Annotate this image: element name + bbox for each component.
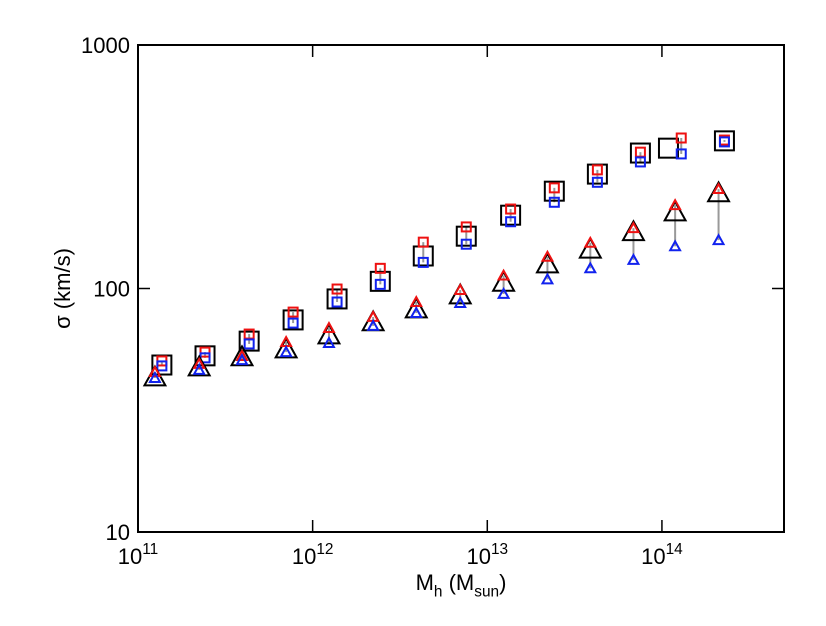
triangle-marker [409,306,423,318]
triangle-marker [229,344,255,367]
square-marker [287,317,299,329]
triangle-marker [187,354,212,377]
triangle-marker [148,364,162,377]
square-marker [505,203,517,215]
triangle-marker [409,295,423,307]
square-marker [156,360,168,372]
triangle-marker [322,336,336,349]
triangle-marker [453,295,467,308]
y-axis-label: σ (km/s) [50,248,75,329]
square-marker [675,132,687,144]
square-marker [460,238,472,250]
square-marker [331,283,343,295]
triangle-marker [711,182,726,195]
x-tick-label: 1011 [118,541,158,569]
y-tick-label: 100 [93,277,130,302]
triangle-marker [322,321,336,334]
square-marker [548,196,560,208]
square-marker [374,278,386,290]
square-marker [543,180,565,202]
triangle-marker [235,353,249,366]
triangle-marker [148,370,162,383]
triangle-marker [453,282,467,295]
square-marker [657,137,679,159]
square-marker [675,148,687,160]
square-marker [629,142,651,164]
square-marker [455,225,477,247]
square-marker [243,338,255,350]
plot-frame [137,44,785,533]
y-tick-label: 10 [106,520,130,545]
square-marker [417,256,429,268]
square-marker [417,236,429,248]
square-marker [713,130,735,152]
square-marker [500,204,522,226]
triangle-marker [316,322,342,345]
square-marker [505,216,517,228]
triangle-marker [626,252,641,265]
triangle-marker [366,318,380,331]
square-marker [238,330,260,352]
triangle-marker [273,336,299,359]
x-axis-label: Mh (Msun) [416,570,507,601]
square-marker [326,288,348,310]
triangle-marker [578,236,603,259]
x-tick-label: 1014 [641,541,683,569]
x-tick-label: 1012 [292,541,334,569]
triangle-marker [662,199,688,222]
triangle-marker [279,345,293,358]
triangle-marker [583,235,597,248]
triangle-marker [711,233,726,246]
triangle-marker [626,221,641,234]
triangle-marker [235,349,249,361]
square-marker [331,296,343,308]
triangle-marker [668,239,682,252]
triangle-marker [496,268,511,281]
triangle-marker [192,362,206,375]
x-tick-label: 1013 [466,541,508,569]
triangle-marker [192,356,206,369]
square-marker [282,309,304,331]
triangle-marker [540,272,555,285]
square-marker [591,164,603,176]
square-marker [374,262,386,274]
square-marker [287,306,299,318]
square-marker [460,221,472,233]
square-marker [634,156,646,168]
square-marker [548,182,560,194]
square-marker [591,176,603,188]
triangle-marker [668,198,682,211]
triangle-marker [583,261,597,274]
square-marker [718,136,730,148]
triangle-marker [496,286,511,299]
y-tick-label: 1000 [81,33,130,58]
square-marker [199,346,211,358]
triangle-marker [540,249,555,262]
